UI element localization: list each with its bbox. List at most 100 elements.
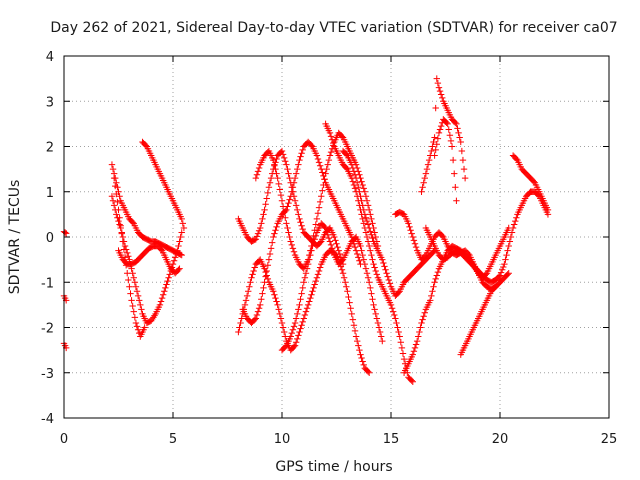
data-point-t18 [419,184,426,191]
data-point-t9 [339,270,347,277]
data-point-t9 [338,266,346,274]
data-point-t12 [325,156,333,164]
data-point-t19 [513,214,520,221]
data-point-t15 [364,221,372,228]
data-point-t12 [338,133,346,140]
data-point-t9 [354,337,361,345]
data-point-t16 [421,253,428,260]
data-point-t20 [448,143,456,150]
data-point-t13 [330,248,337,255]
data-point-t17 [409,351,416,358]
data-point-t10 [283,161,290,168]
data-point-t15 [379,256,386,263]
data-point-t15 [349,164,357,172]
data-point-t17 [434,268,442,276]
data-point-t11 [261,279,268,286]
data-point-t13 [370,301,377,309]
data-point-t12 [362,193,370,200]
data-point-t13 [364,274,372,281]
data-point-t17 [427,297,434,304]
data-point-t9 [315,267,323,275]
data-point-t18 [428,147,435,155]
data-point-t10 [298,222,305,229]
data-point-t11 [258,296,265,303]
data-point-t13 [369,296,376,303]
data-point-t12 [280,208,288,216]
data-point-t12 [314,210,322,217]
data-point-t6 [113,190,120,198]
data-point-t16 [405,220,412,227]
data-point-t13 [324,231,331,238]
data-point-t15 [360,206,367,214]
data-point-t20 [452,184,459,191]
data-point-t15 [369,234,376,242]
data-point-t13 [376,328,384,336]
data-point-t13 [295,306,302,313]
data-point-t13 [300,279,307,286]
data-point-t15 [368,231,375,238]
data-point-t14 [399,350,407,357]
data-point-t9 [298,322,305,329]
data-point-t12 [363,197,371,204]
y-tick-label: 1 [46,186,54,201]
data-point-t5 [158,294,166,302]
data-point-t5 [166,271,173,278]
data-point-t9 [291,342,299,349]
y-tick-label: -4 [41,412,54,427]
data-point-t15 [395,289,402,296]
data-point-t5 [108,193,116,200]
data-point-t14 [396,333,403,340]
data-point-t11 [285,199,292,207]
data-point-t18 [453,120,460,128]
data-point-t12 [289,245,297,252]
data-point-t13 [359,251,366,259]
data-point-t7 [176,265,183,272]
data-point-t12 [369,220,376,227]
data-point-t13 [377,333,385,340]
data-point-t9 [296,328,303,336]
data-point-t9 [273,298,280,305]
data-point-t6 [128,297,135,304]
data-point-t22 [530,178,537,185]
data-point-t9 [270,288,277,295]
data-point-t19 [503,251,510,259]
data-point-t9 [250,267,257,275]
data-point-t9 [312,277,319,285]
data-point-t5 [136,297,143,304]
data-point-t9 [241,301,249,309]
y-tick-label: 3 [46,95,54,110]
data-point-t9 [251,264,258,271]
data-point-t13 [287,333,294,340]
data-point-t13 [358,247,365,254]
data-point-t13 [362,265,370,272]
data-point-t11 [315,159,323,166]
data-point-t22 [544,206,552,214]
y-tick-label: 4 [46,50,54,65]
data-point-t17 [504,271,511,278]
data-point-t6 [124,270,131,277]
data-point-t5 [176,238,183,245]
data-point-t9 [314,271,322,278]
data-point-t15 [355,184,362,191]
data-point-t9 [247,279,254,286]
data-point-t15 [383,270,390,277]
data-point-t12 [277,191,285,199]
data-point-t9 [245,288,252,295]
data-point-t14 [363,233,371,241]
data-point-t5 [110,202,118,209]
data-point-t12 [367,211,374,218]
data-point-t12 [323,165,330,173]
data-point-t10 [262,200,269,208]
data-point-t11 [295,161,302,168]
data-point-t10 [279,151,287,158]
data-point-t18 [458,147,466,155]
data-point-t19 [510,221,518,228]
data-point-t10 [335,247,342,254]
data-point-t19 [501,260,508,268]
data-point-t11 [352,247,360,254]
data-point-t18 [433,75,440,82]
data-point-t15 [343,151,350,158]
data-point-t12 [321,176,328,183]
data-point-t9 [276,310,284,318]
data-point-t15 [382,266,389,274]
